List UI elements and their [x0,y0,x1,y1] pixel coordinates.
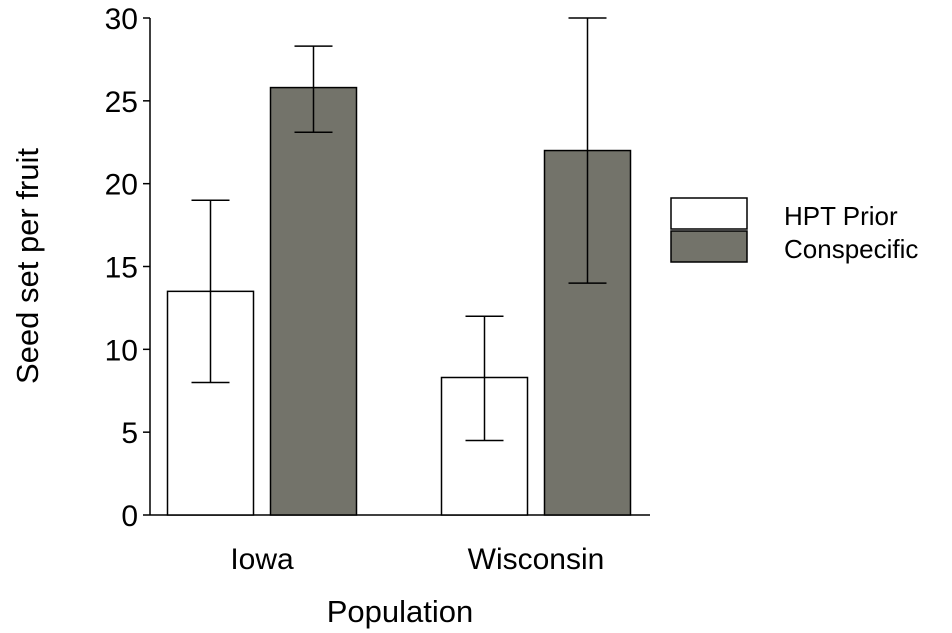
legend-swatch [670,230,748,263]
bar-conspecific-iowa [269,86,358,516]
x-tick-label: Wisconsin [468,543,605,576]
legend-label: Conspecific [784,234,918,264]
error-bars [191,17,607,442]
y-tick-label: 15 [105,252,138,285]
x-tick-label: Iowa [230,543,294,576]
y-tick-label: 10 [105,334,138,367]
category-labels: Iowa Wisconsin [230,543,604,576]
legend-label: HPT Prior [784,201,898,231]
x-axis-title: Population [327,594,474,629]
y-tick-label: 0 [121,500,138,533]
y-tick-label: 30 [105,3,138,36]
y-tick-label: 25 [105,86,138,119]
y-tick-label: 20 [105,169,138,202]
y-axis: 0 5 10 15 20 25 30 [105,3,151,533]
y-tick-label: 5 [121,417,138,450]
y-axis-title: Seed set per fruit [10,148,45,384]
bars [166,86,632,516]
legend-swatch [670,197,748,230]
